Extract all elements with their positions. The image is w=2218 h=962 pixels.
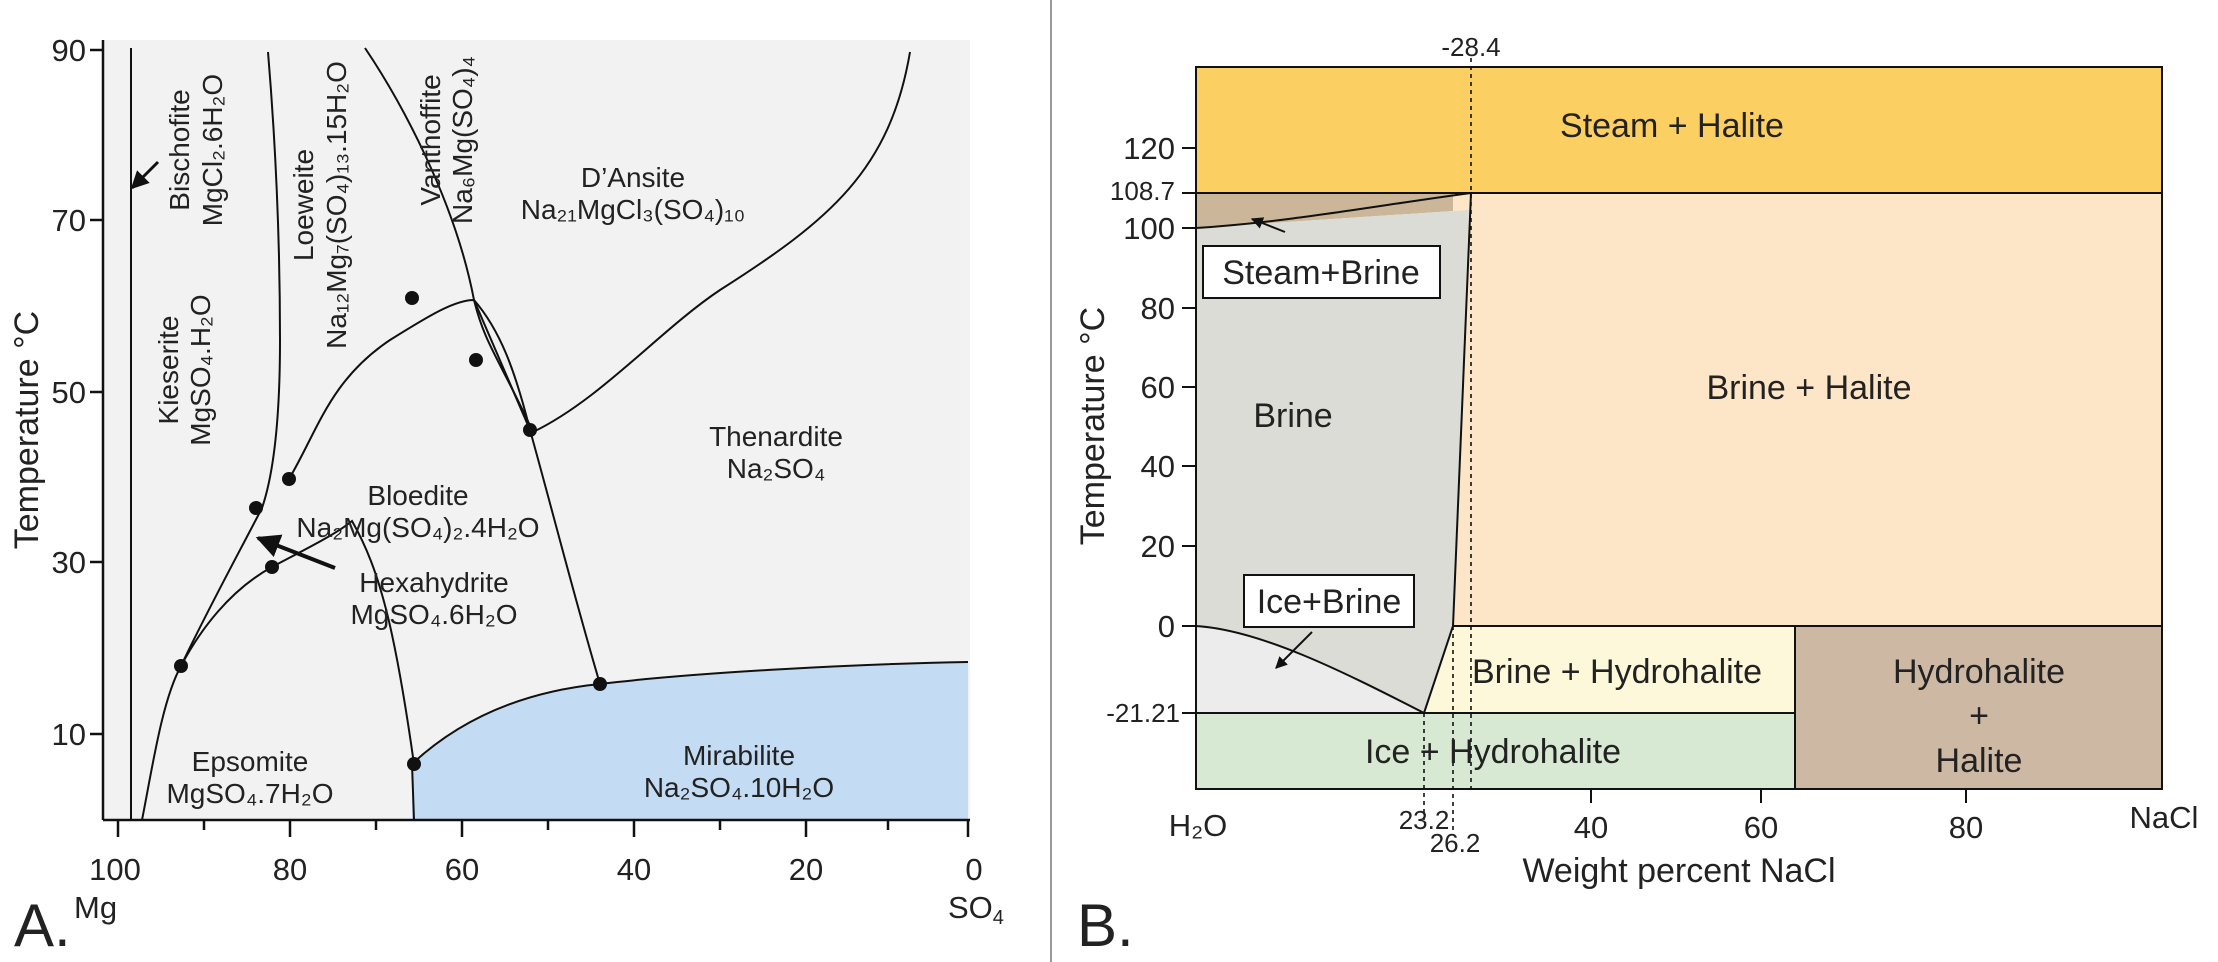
ice-brine-label: Ice+Brine: [1257, 583, 1402, 621]
panel-b-y-axis-title: Temperature °C: [1074, 307, 1112, 545]
panel-b-y-tick-label: 40: [1141, 449, 1175, 484]
panel-b-x-tick-label: 60: [1744, 810, 1778, 845]
panel-b: 120 100 80 60 40 20 0 108.7 -21.21 -28.4…: [1074, 32, 2198, 959]
panel-b-boundaries: [1195, 66, 2163, 790]
marker-26-2: 26.2: [1430, 828, 1481, 858]
steam-brine-box: [1202, 245, 1441, 299]
panel-a-x-tick-label: 80: [273, 852, 307, 887]
panel-b-y-tick-label: 0: [1158, 609, 1175, 644]
epsomite-label: Epsomite: [192, 746, 309, 777]
panel-a-x-tick-label: 40: [617, 852, 651, 887]
marker-minus-21-21: -21.21: [1106, 698, 1180, 728]
hydrohalite-halite-field: [1795, 626, 2162, 789]
bischofite-arrow: [130, 160, 160, 190]
panel-a-x-tick-label: 100: [89, 852, 141, 887]
steam-halite-field: [1196, 67, 2162, 193]
panel-b-reference-lines: [1423, 58, 1472, 834]
panel-a-y-tick-label: 70: [52, 203, 86, 238]
brine-hydrohalite-label: Brine + Hydrohalite: [1472, 653, 1762, 691]
ice-brine-arrow: [1275, 631, 1313, 669]
ice-hydrohalite-field: [1196, 713, 1795, 789]
brine-label: Brine: [1253, 397, 1332, 435]
thenardite-formula: Na₂SO₄: [727, 453, 826, 484]
panel-b-x-tick-label: 80: [1949, 810, 1983, 845]
marker-minus-28-4: -28.4: [1441, 32, 1500, 62]
dansite-label: D’Ansite: [581, 162, 685, 193]
panel-a-y-tickmarks: [90, 48, 103, 736]
panel-a-y-axis-title: Temperature °C: [8, 311, 46, 549]
hexahydrite-formula: MgSO₄.6H₂O: [350, 599, 517, 630]
marker-23-2: 23.2: [1399, 805, 1450, 835]
hydrohalite-plus-label: +: [1969, 697, 1989, 735]
vanthoffite-formula: Na₆Mg(SO₄)₄: [447, 56, 478, 224]
panel-a-x-end-label-mg: Mg: [74, 890, 117, 925]
marker-108-7: 108.7: [1110, 176, 1175, 206]
panel-a-y-tick-label: 30: [52, 545, 86, 580]
steam-brine-label: Steam+Brine: [1222, 254, 1420, 292]
steam-halite-label: Steam + Halite: [1560, 107, 1784, 145]
panel-a-x-tickmarks: [116, 820, 970, 837]
mirabilite-formula: Na₂SO₄.10H₂O: [644, 772, 834, 803]
steam-brine-arrow: [1250, 217, 1286, 233]
kieserite-formula: MgSO₄.H₂O: [185, 294, 216, 445]
dansite-formula: Na₂₁MgCl₃(SO₄)₁₀: [521, 194, 745, 225]
bischofite-formula: MgCl₂.6H₂O: [197, 74, 228, 226]
bloedite-label: Bloedite: [367, 480, 468, 511]
panel-a-x-end-label-so4: SO4: [948, 890, 1004, 929]
mirabilite-field: [412, 662, 968, 820]
panel-b-x-tickmarks: [1590, 789, 1967, 803]
brine-halite-field: [1453, 193, 2162, 626]
panel-a-letter: A.: [14, 892, 71, 959]
thenardite-label: Thenardite: [709, 421, 843, 452]
panel-a-x-tick-label: 20: [789, 852, 823, 887]
hydrohalite-label: Hydrohalite: [1893, 653, 2065, 691]
panel-b-y-tick-label: 120: [1123, 131, 1175, 166]
ice-brine-box: [1243, 574, 1415, 628]
panel-b-y-tick-label: 80: [1141, 291, 1175, 326]
panel-b-x-end-label-h2o: H₂O: [1169, 808, 1228, 843]
ice-hydrohalite-label: Ice + Hydrohalite: [1365, 733, 1621, 771]
panel-b-y-tick-label: 20: [1141, 529, 1175, 564]
halite-label: Halite: [1936, 742, 2023, 780]
bischofite-label: Bischofite: [164, 89, 195, 210]
loeweite-label: Loeweite: [288, 149, 319, 261]
panel-b-x-end-label-nacl: NaCl: [2130, 800, 2199, 835]
panel-b-letter: B.: [1077, 892, 1134, 959]
vanthoffite-label: Vanthoffite: [415, 74, 446, 205]
panel-a-y-tick-label: 10: [52, 717, 86, 752]
steam-brine-band: [1196, 193, 1471, 228]
panel-a: 90 70 50 30 10 100 80 60 40 20 0 Mg SO4 …: [8, 33, 1004, 959]
hexahydrite-label: Hexahydrite: [359, 567, 508, 598]
brine-halite-label: Brine + Halite: [1706, 369, 1911, 407]
panel-a-invariant-points: [174, 291, 607, 771]
bloedite-arrow: [255, 534, 336, 570]
bloedite-formula: Na₂Mg(SO₄)₂.4H₂O: [296, 512, 539, 543]
panel-b-x-axis-title: Weight percent NaCl: [1522, 852, 1835, 890]
panel-a-y-tick-label: 50: [52, 375, 86, 410]
epsomite-formula: MgSO₄.7H₂O: [166, 778, 333, 809]
panel-b-y-tickmarks: [1182, 147, 1196, 714]
brine-hydrohalite-field: [1424, 626, 1795, 713]
panel-a-x-tick-label: 60: [445, 852, 479, 887]
mirabilite-label: Mirabilite: [683, 740, 795, 771]
panel-a-x-tick-label: 0: [965, 852, 982, 887]
panel-b-x-tick-label: 40: [1574, 810, 1608, 845]
kieserite-label: Kieserite: [153, 316, 184, 425]
loeweite-formula: Na₁₂Mg₇(SO₄)₁₃.15H₂O: [321, 61, 352, 349]
ice-brine-field: [1196, 626, 1424, 713]
panel-a-y-tick-label: 90: [52, 33, 86, 68]
panel-b-y-tick-label: 60: [1141, 370, 1175, 405]
panel-b-y-tick-label: 100: [1123, 211, 1175, 246]
